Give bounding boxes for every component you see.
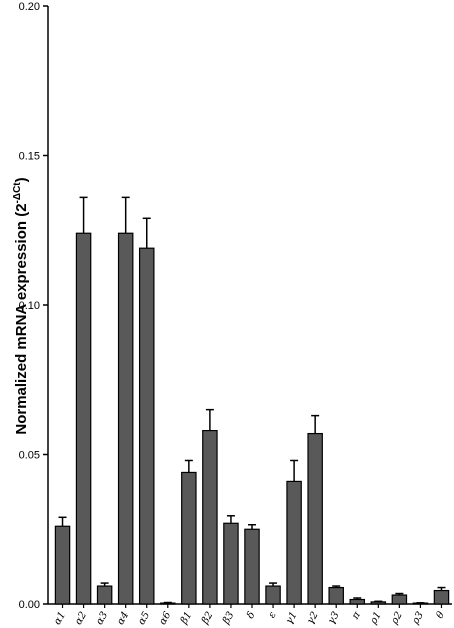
bar-11 [265,585,281,605]
bar-13 [307,432,323,605]
bar-9 [223,522,239,605]
category-label-6: α6 [157,609,173,626]
category-label-10: δ [245,610,258,621]
category-label-17: ρ2 [389,610,405,627]
category-label-14: γ3 [326,610,342,626]
category-label-2: α2 [73,610,89,627]
y-axis: 0.00 0.05 0.10 0.15 0.20 [19,1,49,611]
category-label-16: ρ1 [368,610,384,627]
category-label-9: β3 [220,610,236,627]
y-axis-label: Normalized mRNA expression (2-ΔCt) [12,177,30,434]
category-label-7: β1 [178,610,194,627]
category-label-13: γ2 [305,610,321,626]
y-tick-label: 0.15 [19,151,40,163]
y-axis-label-main: Normalized mRNA expression (2 [13,203,30,434]
y-tick-label: 0.00 [19,599,40,611]
category-label-5: α5 [136,610,152,627]
y-tick-label: 0.10 [19,300,40,312]
bar-1 [54,525,71,605]
bar-8 [202,429,218,605]
bar-5 [138,247,155,605]
y-axis-label-close: ) [13,177,30,182]
bar-4 [117,232,134,605]
category-label-4: α4 [115,610,131,627]
category-labels: α1 α2 α3 α4 α5 α6 β1 β2 β3 δ ε γ1 γ2 γ3 π ρ1 ρ2 ρ3 θ [52,609,447,627]
bar-17 [391,594,408,605]
bars [54,232,450,605]
bar-16 [370,601,387,605]
bar-19 [433,589,450,605]
bar-15 [349,598,366,605]
y-tick-label: 0.05 [19,450,40,462]
bar-12 [286,480,302,605]
bar-2 [75,232,92,605]
y-axis-label-superscript: -ΔCt [12,182,23,204]
category-label-18: ρ3 [410,610,426,627]
bar-10 [244,528,260,605]
category-label-19: θ [435,610,448,621]
category-label-15: π [350,610,364,622]
category-label-11: ε [266,610,278,620]
y-tick-label: 0.20 [19,1,40,13]
error-bars [58,196,446,604]
bar-14 [328,586,344,605]
category-label-12: γ1 [284,610,300,626]
bar-3 [96,585,113,605]
category-label-3: α3 [94,610,110,627]
category-label-8: β2 [199,610,215,627]
category-label-1: α1 [52,610,68,627]
bar-7 [181,471,197,605]
